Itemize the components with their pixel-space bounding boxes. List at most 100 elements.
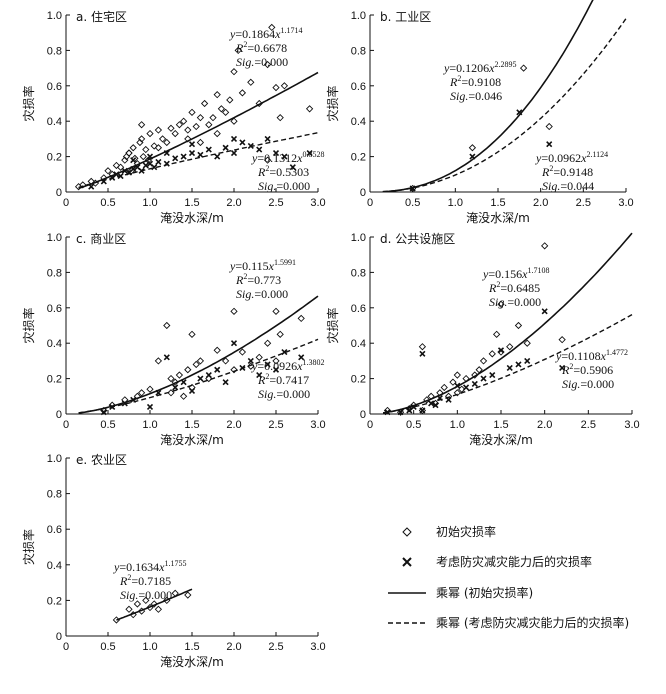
point-adjusted xyxy=(130,157,137,164)
point-initial xyxy=(188,330,196,338)
x-tick-label: 1.0 xyxy=(142,419,157,431)
sig-line: Sig.=0.000 xyxy=(562,377,614,391)
x-tick-label: 2.0 xyxy=(226,197,241,209)
point-adjusted xyxy=(130,165,137,173)
point-adjusted xyxy=(88,183,95,190)
x-tick-label: 0.5 xyxy=(100,419,115,431)
point-adjusted xyxy=(546,141,553,148)
x-tick-label: 1.0 xyxy=(142,197,157,209)
point-adjusted xyxy=(469,153,476,160)
y-tick-label: 0.6 xyxy=(47,524,62,536)
x-tick-label: 0 xyxy=(367,419,373,431)
r2-line: R2=0.7417 xyxy=(257,372,309,387)
point-adjusted xyxy=(397,409,404,416)
point-adjusted xyxy=(289,164,296,171)
point-adjusted xyxy=(188,149,196,157)
y-tick-label: 0.4 xyxy=(47,560,62,572)
point-initial xyxy=(192,122,200,131)
point-adjusted xyxy=(410,403,417,410)
y-tick-label: 0.8 xyxy=(47,489,62,501)
point-initial xyxy=(272,83,280,92)
point-initial xyxy=(213,346,221,354)
sig-line: Sig.=0.044 xyxy=(542,179,594,193)
point-initial xyxy=(192,360,200,369)
point-initial xyxy=(230,68,238,76)
point-initial xyxy=(125,605,133,613)
point-initial xyxy=(129,611,137,619)
point-initial xyxy=(519,64,528,72)
point-adjusted xyxy=(130,396,137,403)
equation-line: y=0.156x1.7108 xyxy=(482,266,549,281)
point-adjusted xyxy=(515,361,522,368)
point-adjusted xyxy=(117,173,124,180)
y-tick-label: 0 xyxy=(56,631,62,643)
point-initial xyxy=(137,389,146,397)
point-adjusted xyxy=(384,409,391,416)
point-initial xyxy=(163,138,171,147)
point-initial xyxy=(427,392,435,400)
point-initial xyxy=(175,371,184,379)
point-initial xyxy=(209,114,217,122)
point-initial xyxy=(230,117,238,125)
point-initial xyxy=(479,357,488,365)
point-adjusted xyxy=(151,164,158,171)
point-initial xyxy=(423,396,431,404)
point-initial xyxy=(514,321,523,330)
point-initial xyxy=(112,161,121,170)
legend-label-dashed-fit: 乘幂 (考虑防灾减灾能力后的灾损率) xyxy=(436,615,629,630)
x-tick-label: 3.0 xyxy=(310,197,325,209)
point-initial xyxy=(226,96,234,104)
point-initial xyxy=(449,378,457,386)
fit-curve-dashed xyxy=(383,313,633,414)
point-initial xyxy=(91,179,100,187)
point-adjusted xyxy=(163,160,170,167)
y-tick-label: 0.4 xyxy=(47,338,62,350)
point-initial xyxy=(188,108,196,116)
point-adjusted xyxy=(524,357,531,364)
y-tick-label: 1.0 xyxy=(47,10,62,22)
point-initial xyxy=(184,135,192,143)
point-initial xyxy=(221,108,230,116)
point-adjusted xyxy=(222,379,229,386)
point-initial xyxy=(272,357,280,365)
panel-0: 0 0.5 1.0 1.5 2.0 2.5 3.000.20.40.60.81.0淹没水深/… xyxy=(21,9,326,225)
x-tick-label: 2.5 xyxy=(268,197,283,209)
point-adjusted xyxy=(138,167,145,174)
point-adjusted xyxy=(222,144,229,151)
point-adjusted xyxy=(454,382,461,389)
r2-line: R2=0.6678 xyxy=(235,40,287,55)
point-initial xyxy=(418,343,427,351)
y-tick-label: 0.8 xyxy=(351,45,366,57)
y-tick-label: 0 xyxy=(56,409,62,421)
x-tick-label: 1.5 xyxy=(490,197,505,209)
point-initial xyxy=(184,126,192,134)
point-adjusted xyxy=(172,155,179,162)
sig-line: Sig.=0.000 xyxy=(236,287,288,301)
x-tick-label: 0.5 xyxy=(100,641,115,653)
point-initial xyxy=(205,121,213,129)
x-tick-label: 3.0 xyxy=(310,641,325,653)
point-adjusted xyxy=(264,361,271,368)
y-axis-label: 灾损率 xyxy=(21,307,36,343)
y-axis-label: 灾损率 xyxy=(21,529,36,565)
point-adjusted xyxy=(188,387,196,395)
point-initial xyxy=(541,242,549,250)
r2-line: R2=0.7185 xyxy=(119,573,171,588)
y-axis-label: 灾损率 xyxy=(21,85,36,121)
sig-line: Sig.=0.000 xyxy=(489,295,541,309)
panel-2: 0 0.5 1.0 1.5 2.0 2.5 3.000.20.40.60.81.0淹没水深/… xyxy=(21,231,326,447)
point-adjusted xyxy=(230,135,238,142)
r2-line: R2=0.5906 xyxy=(561,362,613,377)
x-tick-label: 1.5 xyxy=(184,197,199,209)
point-initial xyxy=(255,353,263,361)
point-initial xyxy=(142,596,150,605)
point-initial xyxy=(558,336,566,344)
point-initial xyxy=(154,144,163,152)
point-initial xyxy=(171,129,179,138)
point-adjusted xyxy=(205,146,212,153)
x-tick-label: 0.5 xyxy=(100,197,115,209)
point-initial xyxy=(263,339,272,347)
fit-curve-solid xyxy=(78,295,319,414)
